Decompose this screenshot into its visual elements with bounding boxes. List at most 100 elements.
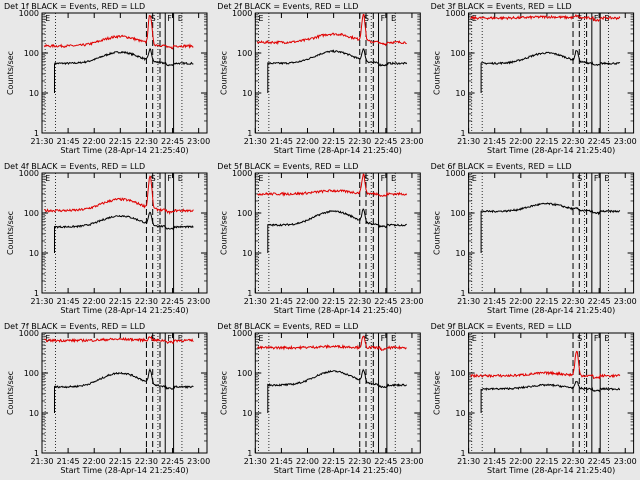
x-axis-label: Start Time (28-Apr-14 21:25:40): [487, 306, 615, 315]
y-tick-label: 1000: [232, 329, 252, 338]
lld-series-line: [43, 15, 194, 50]
x-tick-label: 22:15: [322, 297, 345, 306]
x-tick-label: 22:30: [135, 137, 158, 146]
marker-label: E: [604, 334, 609, 343]
events-series-line: [267, 368, 408, 413]
events-series-line: [267, 208, 407, 253]
lld-series-line: [470, 13, 621, 23]
lld-series-line: [257, 173, 408, 197]
y-axis-label: Counts/sec: [433, 211, 442, 255]
marker-label: S: [577, 334, 582, 343]
panel-9: Det 9f BLACK = Events, RED = LLD 1 10 100 10…: [431, 322, 637, 475]
panel-4: Det 4f BLACK = Events, RED = LLD 1 10 100 10…: [4, 162, 210, 315]
y-tick-label: 10: [242, 249, 252, 258]
y-tick-label: 100: [237, 49, 252, 58]
x-tick-label: 22:45: [374, 137, 397, 146]
x-tick-label: 23:00: [187, 137, 210, 146]
x-tick-label: 21:45: [483, 297, 506, 306]
plot-frame: [254, 172, 421, 294]
panel-6: Det 6f BLACK = Events, RED = LLD 1 10 100 10…: [431, 162, 637, 315]
marker-label: E: [391, 334, 396, 343]
x-axis-label: Start Time (28-Apr-14 21:25:40): [487, 146, 615, 155]
x-axis-label: Start Time (28-Apr-14 21:25:40): [274, 306, 402, 315]
y-tick-label: 1000: [232, 169, 252, 178]
y-tick-label: 1000: [445, 9, 465, 18]
marker-label: E: [604, 174, 609, 183]
marker-label: F: [167, 334, 172, 343]
y-tick-label: 10: [455, 409, 465, 418]
panel-8: Det 8f BLACK = Events, RED = LLD 1 10 100 10…: [217, 322, 423, 475]
x-tick-label: 22:30: [348, 457, 371, 466]
panel-title: Det 1f BLACK = Events, RED = LLD: [4, 2, 145, 11]
y-tick-label: 10: [29, 409, 39, 418]
marker-label: E: [258, 334, 263, 343]
y-tick-label: 100: [450, 369, 465, 378]
x-tick-label: 22:45: [588, 137, 611, 146]
x-tick-label: 21:45: [57, 137, 80, 146]
events-series-line: [54, 48, 194, 93]
x-tick-label: 21:30: [30, 297, 53, 306]
x-tick-label: 22:00: [509, 457, 532, 466]
x-axis-label: Start Time (28-Apr-14 21:25:40): [60, 306, 188, 315]
x-tick-label: 22:15: [109, 137, 132, 146]
x-tick-label: 22:15: [109, 457, 132, 466]
y-tick-label: 10: [29, 249, 39, 258]
plot-frame: [41, 172, 208, 294]
x-tick-label: 23:00: [614, 137, 637, 146]
plot-frame: [41, 12, 208, 134]
marker-label: E: [258, 174, 263, 183]
lld-series-line: [470, 350, 621, 380]
events-series-line: [54, 211, 194, 253]
x-tick-label: 22:30: [135, 457, 158, 466]
y-tick-label: 1: [34, 129, 39, 138]
plot-frame: [468, 172, 635, 294]
marker-label: F: [381, 334, 386, 343]
marker-label: S: [364, 14, 369, 23]
x-tick-label: 21:30: [457, 137, 480, 146]
x-tick-label: 22:00: [296, 457, 319, 466]
marker-label: F: [381, 174, 386, 183]
marker-label: E: [472, 334, 477, 343]
x-tick-label: 22:45: [374, 297, 397, 306]
y-tick-label: 1000: [19, 169, 39, 178]
x-tick-label: 22:30: [135, 297, 158, 306]
plot-frame: [254, 12, 421, 134]
x-tick-label: 22:15: [535, 137, 558, 146]
x-tick-label: 22:30: [348, 137, 371, 146]
x-axis-label: Start Time (28-Apr-14 21:25:40): [274, 466, 402, 475]
x-tick-label: 21:45: [483, 137, 506, 146]
panel-title: Det 4f BLACK = Events, RED = LLD: [4, 162, 145, 171]
x-tick-label: 22:00: [296, 137, 319, 146]
x-tick-label: 21:30: [244, 297, 267, 306]
x-tick-label: 22:15: [535, 457, 558, 466]
x-tick-label: 22:00: [83, 297, 106, 306]
x-tick-label: 22:30: [561, 297, 584, 306]
x-tick-label: 21:45: [270, 457, 293, 466]
panel-title: Det 6f BLACK = Events, RED = LLD: [431, 162, 572, 171]
x-tick-label: 22:30: [348, 297, 371, 306]
y-tick-label: 100: [237, 209, 252, 218]
marker-label: E: [391, 14, 396, 23]
x-tick-label: 22:00: [509, 297, 532, 306]
y-tick-label: 1000: [19, 9, 39, 18]
x-tick-label: 23:00: [187, 457, 210, 466]
plot-frame: [41, 332, 208, 454]
events-series-line: [480, 50, 621, 93]
plot-frame: [254, 332, 421, 454]
marker-label: E: [45, 14, 50, 23]
lld-series-line: [256, 13, 407, 47]
x-tick-label: 21:30: [30, 137, 53, 146]
marker-label: S: [364, 334, 369, 343]
y-tick-label: 100: [24, 369, 39, 378]
x-tick-label: 21:30: [244, 457, 267, 466]
y-tick-label: 10: [455, 89, 465, 98]
y-tick-label: 1: [461, 129, 466, 138]
x-tick-label: 22:00: [83, 457, 106, 466]
x-tick-label: 21:30: [457, 297, 480, 306]
y-tick-label: 100: [450, 49, 465, 58]
marker-label: F: [594, 174, 599, 183]
